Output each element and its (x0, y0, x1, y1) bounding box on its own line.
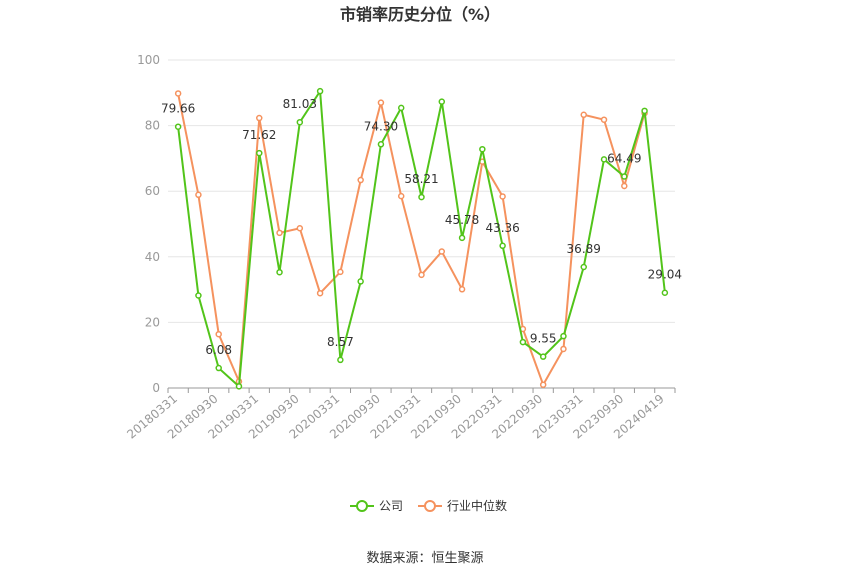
data-point (357, 176, 364, 184)
y-tick-label: 100 (137, 53, 160, 67)
data-point (357, 278, 364, 285)
data-label: 8.57 (327, 335, 354, 349)
grid-lines (168, 59, 675, 323)
data-point (296, 225, 304, 232)
data-label: 58.21 (404, 172, 438, 186)
y-tick-label: 40 (145, 250, 160, 264)
data-label: 29.04 (648, 268, 682, 282)
data-label: 45.78 (445, 213, 479, 227)
data-point (580, 263, 587, 271)
y-tick-label: 0 (152, 381, 160, 395)
data-point (479, 145, 486, 153)
legend: 公司 行业中位数 (350, 498, 507, 513)
data-label: 36.89 (567, 242, 601, 256)
y-tick-label: 60 (145, 184, 160, 198)
data-point (621, 182, 628, 190)
data-point (600, 156, 608, 163)
legend-label: 行业中位数 (447, 498, 507, 513)
chart-title: 市销率历史分位（%） (340, 5, 500, 24)
series-lines (174, 87, 669, 390)
data-label: 79.66 (161, 102, 195, 116)
data-point (337, 268, 344, 276)
data-point (337, 356, 344, 364)
data-point (276, 229, 283, 237)
data-point (316, 289, 324, 297)
data-label: 71.62 (242, 128, 276, 142)
y-axis: 0 20 40 60 80 100 (137, 53, 160, 395)
data-point (438, 98, 446, 105)
data-point (397, 192, 405, 200)
legend-marker (424, 500, 436, 512)
data-label: 43.36 (485, 221, 519, 235)
series-line (177, 93, 646, 388)
data-point (560, 332, 567, 340)
data-label: 9.55 (530, 332, 557, 346)
data-point (377, 141, 385, 148)
data-label: 64.49 (607, 151, 641, 165)
data-label: 6.08 (205, 343, 232, 357)
data-point (418, 271, 425, 279)
data-point (174, 123, 182, 130)
legend-item-0: 公司 (350, 499, 403, 513)
legend-marker (356, 500, 368, 512)
y-tick-label: 80 (145, 119, 160, 133)
data-point (499, 193, 506, 200)
data-point (458, 286, 466, 293)
data-point (621, 173, 628, 180)
data-point (661, 289, 669, 296)
data-point (235, 383, 243, 390)
series-0 (174, 87, 669, 390)
data-label: 81.03 (283, 97, 317, 111)
data-point (600, 116, 608, 123)
data-point (397, 104, 405, 112)
data-point (539, 381, 547, 388)
data-point (539, 353, 547, 360)
data-point (458, 234, 466, 242)
data-point (560, 345, 567, 353)
data-point (499, 242, 506, 250)
data-point (215, 330, 222, 338)
data-point (195, 191, 202, 199)
data-point (296, 118, 304, 126)
data-point (174, 90, 182, 97)
data-point (377, 99, 385, 106)
legend-item-1: 行业中位数 (418, 498, 507, 513)
data-point (519, 338, 527, 346)
data-point (256, 114, 263, 122)
source-text: 数据来源：恒生聚源 (366, 551, 483, 566)
data-point (316, 87, 324, 95)
data-point (418, 193, 425, 201)
data-point (438, 248, 446, 255)
data-point (641, 107, 648, 115)
data-point (580, 111, 587, 119)
x-axis: 2018033120180930201903312019093020200331… (124, 387, 676, 442)
data-label: 74.30 (364, 119, 398, 133)
y-tick-label: 20 (145, 315, 160, 329)
data-point (195, 292, 202, 299)
data-point (215, 364, 222, 372)
data-point (256, 149, 263, 157)
data-point (276, 268, 283, 276)
data-labels: 79.66 6.08 71.62 81.03 8.57 74.30 58.21 45.78 43… (161, 97, 682, 357)
legend-label: 公司 (379, 499, 403, 513)
